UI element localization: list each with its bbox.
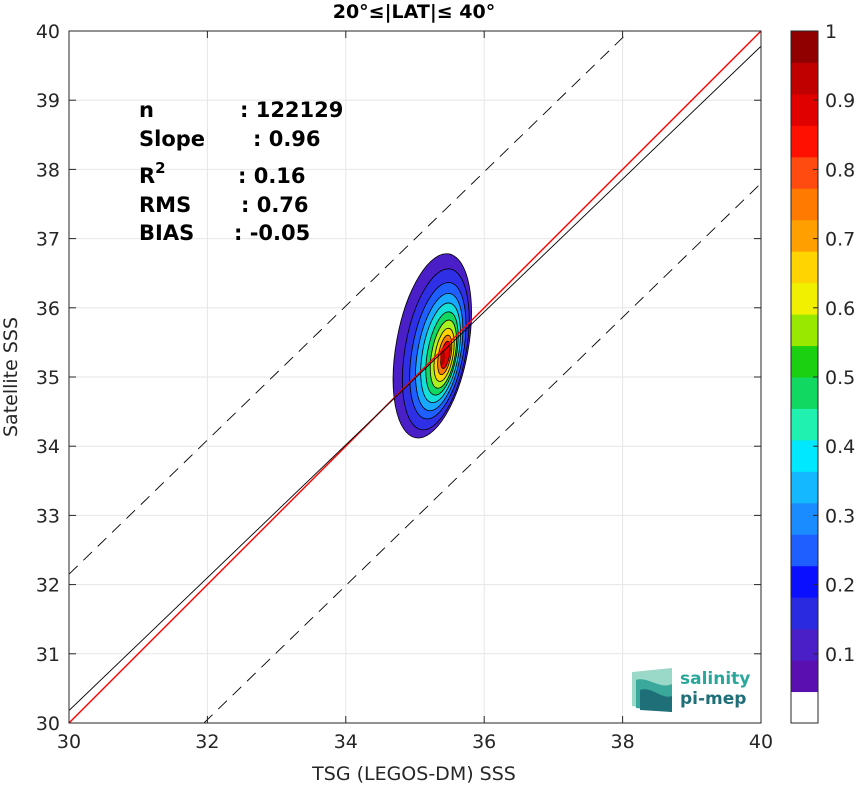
density-contours [392, 253, 472, 439]
x-tick-label: 30 [57, 731, 81, 753]
identity-line [69, 31, 761, 723]
logo-text-salinity: salinity [680, 669, 750, 689]
x-tick-label: 38 [611, 731, 635, 753]
colorbar-swatch [791, 408, 818, 441]
y-axis-label: Satellite SSS [0, 317, 22, 437]
salinity-pi-mep-logo: salinity pi-mep [632, 668, 750, 712]
colorbar-swatch [791, 282, 818, 315]
regression-line [69, 45, 761, 711]
density-peak [440, 347, 446, 365]
colorbar-swatch [791, 251, 818, 284]
colorbar-swatch [791, 597, 818, 630]
colorbar-tick-label: 0.7 [825, 229, 855, 251]
colorbar-tick-label: 0.9 [825, 90, 855, 112]
y-tick-label: 37 [36, 229, 60, 251]
colorbar-swatch [791, 502, 818, 535]
lower-bound-line [203, 182, 761, 723]
reference-lines [69, 31, 761, 723]
x-axis-label: TSG (LEGOS-DM) SSS [311, 763, 516, 785]
plot-area: 30 32 34 36 38 40 30 31 32 33 34 35 36 37 38 39 40 [36, 21, 773, 753]
y-tick-label: 33 [36, 505, 60, 527]
colorbar-tick-label: 0.1 [825, 644, 855, 666]
stat-label-rms: RMS [139, 193, 191, 217]
colorbar: 0.1 0.2 0.3 0.4 0.5 0.6 0.7 0.8 0.9 1 [790, 21, 855, 724]
colorbar-tick-label: 0.4 [825, 436, 855, 458]
colorbar-swatch [791, 565, 818, 598]
logo-text-pi-mep: pi-mep [680, 689, 746, 709]
logo-wave-icon [632, 668, 672, 712]
colorbar-tick-label: 0.6 [825, 298, 855, 320]
colorbar-tick-label: 1 [825, 21, 837, 43]
colorbar-swatch [791, 219, 818, 252]
y-tick-label: 39 [36, 90, 60, 112]
colorbar-swatch [791, 691, 818, 724]
colorbar-tick-label: 0.2 [825, 575, 855, 597]
colorbar-swatch [791, 125, 818, 158]
stat-label-bias: BIAS [139, 221, 194, 245]
stat-label-slope: Slope [139, 127, 205, 151]
y-tick-label: 36 [36, 298, 60, 320]
colorbar-swatch [791, 377, 818, 409]
stat-value-r: : 0.16 [238, 164, 306, 188]
y-tick-label: 34 [36, 436, 60, 458]
x-tick-label: 40 [749, 731, 773, 753]
colorbar-swatch [791, 628, 818, 661]
colorbar-swatch [791, 314, 818, 347]
colorbar-swatch [791, 439, 818, 472]
stat-label-n: n [139, 98, 154, 122]
stat-label-superscript: 2 [155, 159, 165, 177]
colorbar-swatch [791, 31, 818, 63]
colorbar-swatch [791, 534, 818, 567]
stat-value-rms: : 0.76 [241, 193, 309, 217]
y-tick-label: 31 [36, 644, 60, 666]
y-tick-label: 40 [36, 21, 60, 43]
y-tick-label: 35 [36, 367, 60, 389]
colorbar-swatch [791, 660, 818, 693]
stat-value-slope: : 0.96 [253, 127, 321, 151]
y-tick-label: 38 [36, 159, 60, 181]
colorbar-swatch [791, 345, 818, 378]
x-tick-label: 36 [472, 731, 496, 753]
colorbar-tick-label: 0.5 [825, 367, 855, 389]
x-tick-label: 34 [334, 731, 358, 753]
colorbar-swatch [791, 62, 818, 95]
chart-title: 20°≤|LAT|≤ 40° [333, 1, 496, 23]
upper-bound-line [69, 31, 630, 575]
colorbar-swatch [791, 471, 818, 504]
colorbar-swatch [791, 188, 818, 221]
x-tick-label: 32 [195, 731, 219, 753]
stat-value-n: : 122129 [240, 98, 343, 122]
y-tick-label: 32 [36, 575, 60, 597]
colorbar-tick-label: 0.3 [825, 505, 855, 527]
y-tick-label: 30 [36, 713, 60, 735]
stat-value-bias: : -0.05 [234, 221, 310, 245]
colorbar-tick-label: 0.8 [825, 159, 855, 181]
colorbar-swatch [791, 156, 818, 189]
colorbar-swatch [791, 93, 818, 126]
